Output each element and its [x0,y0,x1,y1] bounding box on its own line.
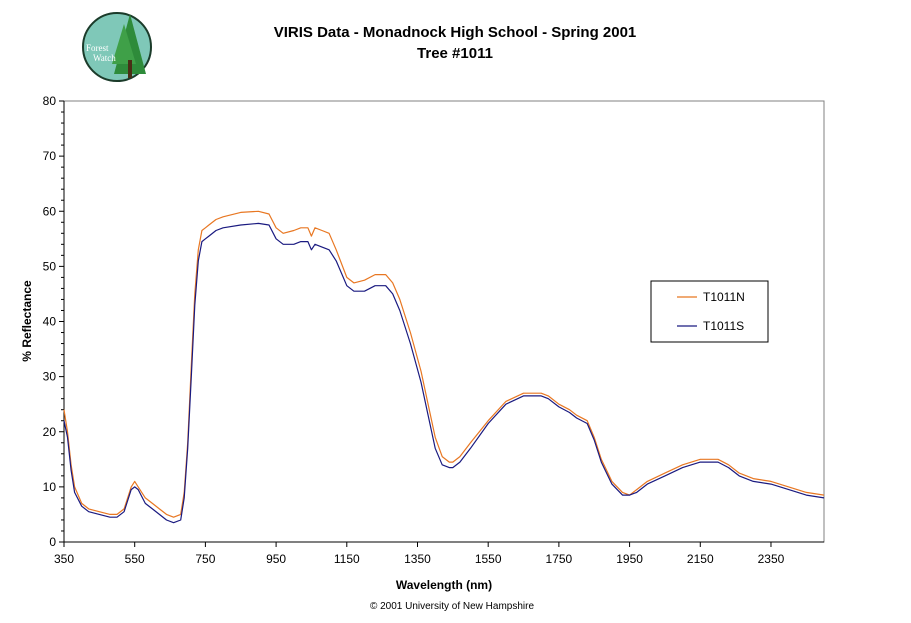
legend-box [650,280,769,343]
legend-label-t1011s: T1011S [703,319,744,333]
legend: T1011N T1011S [650,280,769,343]
series-line-t1011n [63,210,825,518]
y-tick-label: 70 [43,149,57,163]
x-tick-label: 1750 [546,552,573,566]
y-tick-label: 20 [43,425,57,439]
y-tick-label: 80 [43,94,57,108]
x-tick-label: 1350 [404,552,431,566]
series-line-t1011s [63,222,825,524]
x-tick-label: 550 [125,552,145,566]
y-tick-label: 10 [43,480,57,494]
chart-subtitle: Tree #1011 [417,45,493,62]
series-group [63,210,825,524]
copyright-text: © 2001 University of New Hampshire [370,601,535,612]
x-tick-label: 350 [54,552,74,566]
y-tick-label: 40 [43,315,57,329]
chart-title: VIRIS Data - Monadnock High School - Spr… [274,24,637,41]
x-tick-label: 1950 [616,552,643,566]
y-tick-label: 0 [49,535,56,549]
y-tick-label: 60 [43,204,57,218]
legend-label-t1011n: T1011N [703,290,745,304]
x-tick-label: 2150 [687,552,714,566]
x-axis-label: Wavelength (nm) [396,578,492,592]
y-axis-label: % Reflectance [20,280,34,362]
logo-text-line1: Forest [86,43,109,53]
y-tick-label: 50 [43,259,57,273]
y-axis: 0 10 20 30 40 50 60 70 80 [43,94,65,549]
x-axis: 350 550 750 950 1150 1350 1550 1750 1950 2150 2350 [54,541,824,566]
y-tick-label: 30 [43,370,57,384]
x-tick-label: 2350 [758,552,785,566]
x-tick-label: 950 [266,552,286,566]
x-tick-label: 1150 [334,552,360,566]
x-tick-label: 750 [195,552,215,566]
forest-watch-logo: Forest Watch [82,12,152,82]
x-tick-label: 1550 [475,552,502,566]
logo-text-line2: Watch [93,53,116,63]
